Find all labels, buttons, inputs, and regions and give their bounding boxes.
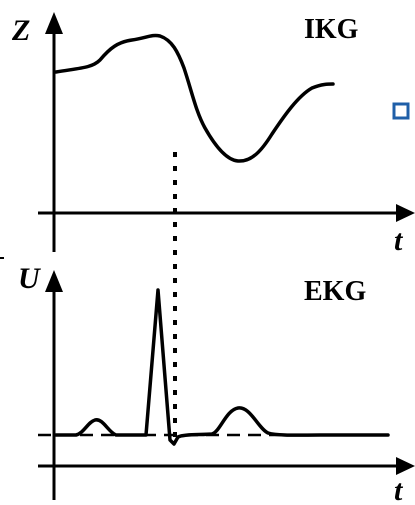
ikg-x-axis-arrow bbox=[396, 204, 415, 222]
ekg-title: EKG bbox=[304, 276, 366, 307]
ekg-x-axis-label: t bbox=[394, 474, 404, 505]
ekg-x-axis-arrow bbox=[396, 457, 415, 475]
ekg-y-axis-arrow bbox=[45, 270, 63, 292]
ikg-curve bbox=[56, 35, 333, 161]
ikg-x-axis-label: t bbox=[394, 224, 404, 257]
ekg-plot: U EKG t bbox=[18, 262, 415, 505]
ekg-y-axis-label: U bbox=[18, 262, 41, 295]
ikg-y-axis-arrow bbox=[45, 12, 63, 34]
ikg-title: IKG bbox=[304, 14, 359, 45]
ekg-waveform bbox=[56, 290, 388, 444]
ikg-plot: Z IKG t bbox=[11, 12, 415, 257]
ikg-y-axis-label: Z bbox=[11, 14, 30, 47]
blue-square-marker bbox=[394, 104, 408, 118]
